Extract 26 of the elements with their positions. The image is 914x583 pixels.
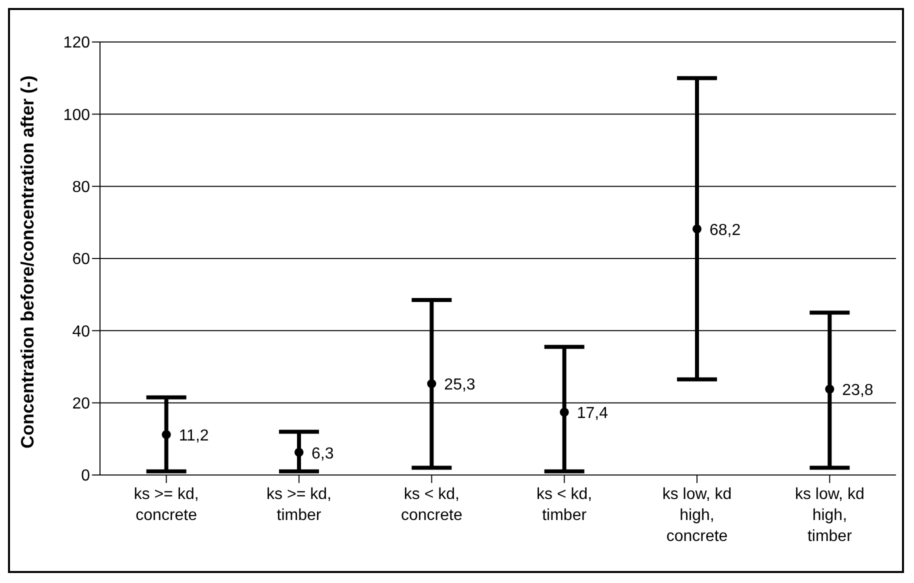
y-tick-label: 0	[81, 468, 90, 485]
data-label: 6,3	[312, 445, 334, 462]
y-tick-label: 60	[72, 251, 90, 268]
y-axis-title: Concentration before/concentration after (-)	[17, 75, 38, 448]
data-label: 17,4	[576, 405, 608, 422]
data-label: 11,2	[178, 428, 209, 445]
point	[427, 379, 436, 388]
x-tick-label: ks < kd, timber	[536, 486, 592, 524]
x-tick-label: ks low, kd high, timber	[794, 486, 864, 545]
x-tick-label: ks low, kd high, concrete	[662, 486, 732, 545]
data-label: 25,3	[444, 376, 476, 394]
x-tick-label: ks >= kd, concrete	[134, 486, 199, 524]
point	[692, 224, 702, 234]
y-tick-label: 40	[72, 323, 90, 340]
y-tick-label: 120	[63, 34, 90, 52]
y-tick-label: 20	[72, 396, 90, 413]
point	[560, 408, 569, 417]
data-label: 68,2	[710, 222, 741, 239]
data-label: 23,8	[842, 382, 874, 400]
point	[294, 448, 304, 457]
x-tick-label: ks < kd, concrete	[400, 486, 462, 524]
y-tick-label: 100	[63, 106, 90, 124]
point	[825, 384, 834, 394]
y-tick-label: 80	[72, 179, 90, 196]
x-tick-label: ks >= kd, timber	[266, 486, 332, 524]
point	[162, 430, 171, 440]
